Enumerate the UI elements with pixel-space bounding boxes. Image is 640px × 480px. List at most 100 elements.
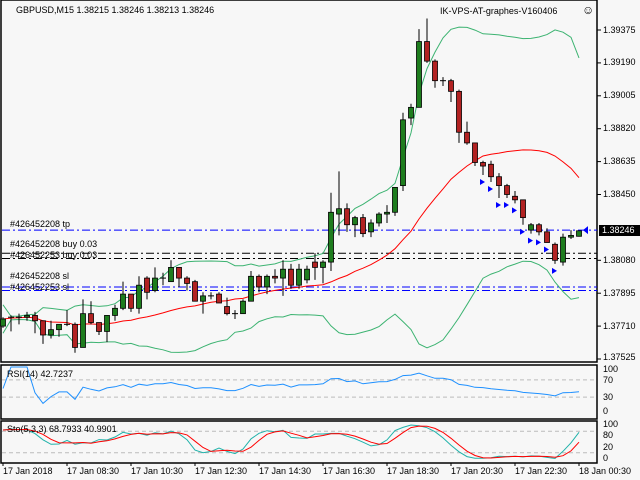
candle-bull (24, 315, 30, 318)
order-label-tp: #426452208 tp (10, 219, 71, 229)
order-lines[interactable] (2, 229, 597, 291)
candle-bear (184, 277, 190, 284)
current-price-label: 1.38246 (599, 225, 640, 236)
bollinger-upper-line (2, 26, 580, 317)
candle-bull (48, 329, 54, 336)
symbol-info: GBPUSD,M15 1.38215 1.38246 1.38213 1.382… (16, 5, 215, 15)
candle-bull (80, 313, 86, 348)
candle-bear (72, 323, 78, 348)
time-label: 17 Jan 18:30 (387, 466, 440, 476)
candle-bear (288, 268, 294, 286)
stoch-panel-border (0, 420, 598, 464)
candle-bull (328, 211, 334, 263)
arrow-icon (528, 237, 533, 244)
time-label: 17 Jan 14:30 (259, 466, 312, 476)
candle-bull (528, 224, 534, 231)
candle-bull (576, 230, 582, 237)
candle-bear (464, 131, 470, 144)
candle-bull (376, 213, 382, 224)
arrow-icon (496, 202, 501, 209)
rsi-level: 70 (603, 375, 614, 385)
candle-bear (32, 315, 38, 322)
stoch-signal-line (2, 425, 580, 459)
arrow-icon (488, 186, 493, 193)
stoch-label: Sto(5,3,3) 68.7933 40.9901 (7, 424, 117, 434)
candle-bull (152, 277, 158, 291)
candle-bull (248, 275, 254, 302)
axis-ticks (2, 29, 601, 466)
candle-bull (320, 261, 326, 268)
candle-bull (400, 119, 406, 187)
arrow-icon (536, 239, 541, 246)
candle-bull (136, 284, 142, 309)
smiley-icon[interactable]: ☺ (582, 3, 595, 17)
indicator-levels (2, 379, 597, 454)
candle-bear (488, 163, 494, 178)
candle-bear (504, 185, 510, 195)
candle-bear (128, 293, 134, 309)
price-tick: 1.38635 (603, 156, 636, 166)
indicator-lines (2, 366, 580, 460)
candle-bull (104, 315, 110, 332)
bollinger-lower-line (2, 260, 580, 353)
time-label: 17 Jan 22:30 (515, 466, 568, 476)
candle-bull (352, 217, 358, 226)
candle-bear (552, 243, 558, 261)
main-panel-border (0, 0, 598, 363)
candle-bull (392, 186, 398, 213)
candle-bear (344, 208, 350, 226)
candle-bear (480, 162, 486, 167)
rsi-panel-border (0, 364, 598, 420)
time-label: 17 Jan 16:30 (323, 466, 376, 476)
stoch-level: 20 (603, 442, 614, 452)
time-label: 17 Jan 10:30 (131, 466, 184, 476)
candle-bear (472, 142, 478, 163)
candle-bear (496, 176, 502, 187)
candle-bull (336, 208, 342, 215)
order-label-buy: #426452208 buy 0.03 (10, 239, 98, 249)
order-label-buy: #426452253 buy 0.03 (10, 250, 98, 260)
candle-bear (448, 80, 454, 92)
stoch-level: 100 (603, 419, 619, 429)
arrow-icon (512, 207, 517, 214)
candle-bear (432, 60, 438, 82)
order-label-sl: #426452208 sl (10, 271, 70, 281)
candle-bear (536, 224, 542, 233)
price-tick: 1.37525 (603, 352, 636, 362)
price-tick: 1.39375 (603, 25, 636, 35)
candle-bull (304, 268, 310, 281)
arrow-icon (520, 228, 525, 235)
price-tick: 1.39190 (603, 57, 636, 67)
rsi-line (2, 366, 580, 405)
price-tick: 1.39005 (603, 90, 636, 100)
price-tick: 1.38820 (603, 123, 636, 133)
order-label-sl: #426452253 sl (10, 282, 70, 292)
time-label: 17 Jan 2018 (3, 466, 53, 476)
arrow-icon (504, 202, 509, 209)
rsi-level: 30 (603, 392, 614, 402)
candle-bull (264, 275, 270, 288)
candle-bear (424, 41, 430, 62)
candle-bull (168, 267, 174, 283)
candle-bear (272, 275, 278, 279)
candle-bull (296, 268, 302, 286)
candle-bear (256, 275, 262, 288)
price-tick: 1.38080 (603, 255, 636, 265)
candle-bear (360, 217, 366, 235)
arrow-icon (583, 226, 588, 235)
price-tick: 1.37710 (603, 321, 636, 331)
candle-bull (384, 211, 390, 215)
time-label: 17 Jan 08:30 (67, 466, 120, 476)
candle-bear (192, 281, 198, 302)
arrow-icon (480, 178, 485, 185)
candle-bull (416, 41, 422, 108)
arrow-icon (552, 267, 557, 274)
candle-bull (560, 236, 566, 263)
candle-bear (176, 267, 182, 279)
candle-bull (368, 222, 374, 233)
time-label: 17 Jan 20:30 (451, 466, 504, 476)
price-tick: 1.37895 (603, 288, 636, 298)
rsi-level: 100 (603, 364, 619, 374)
